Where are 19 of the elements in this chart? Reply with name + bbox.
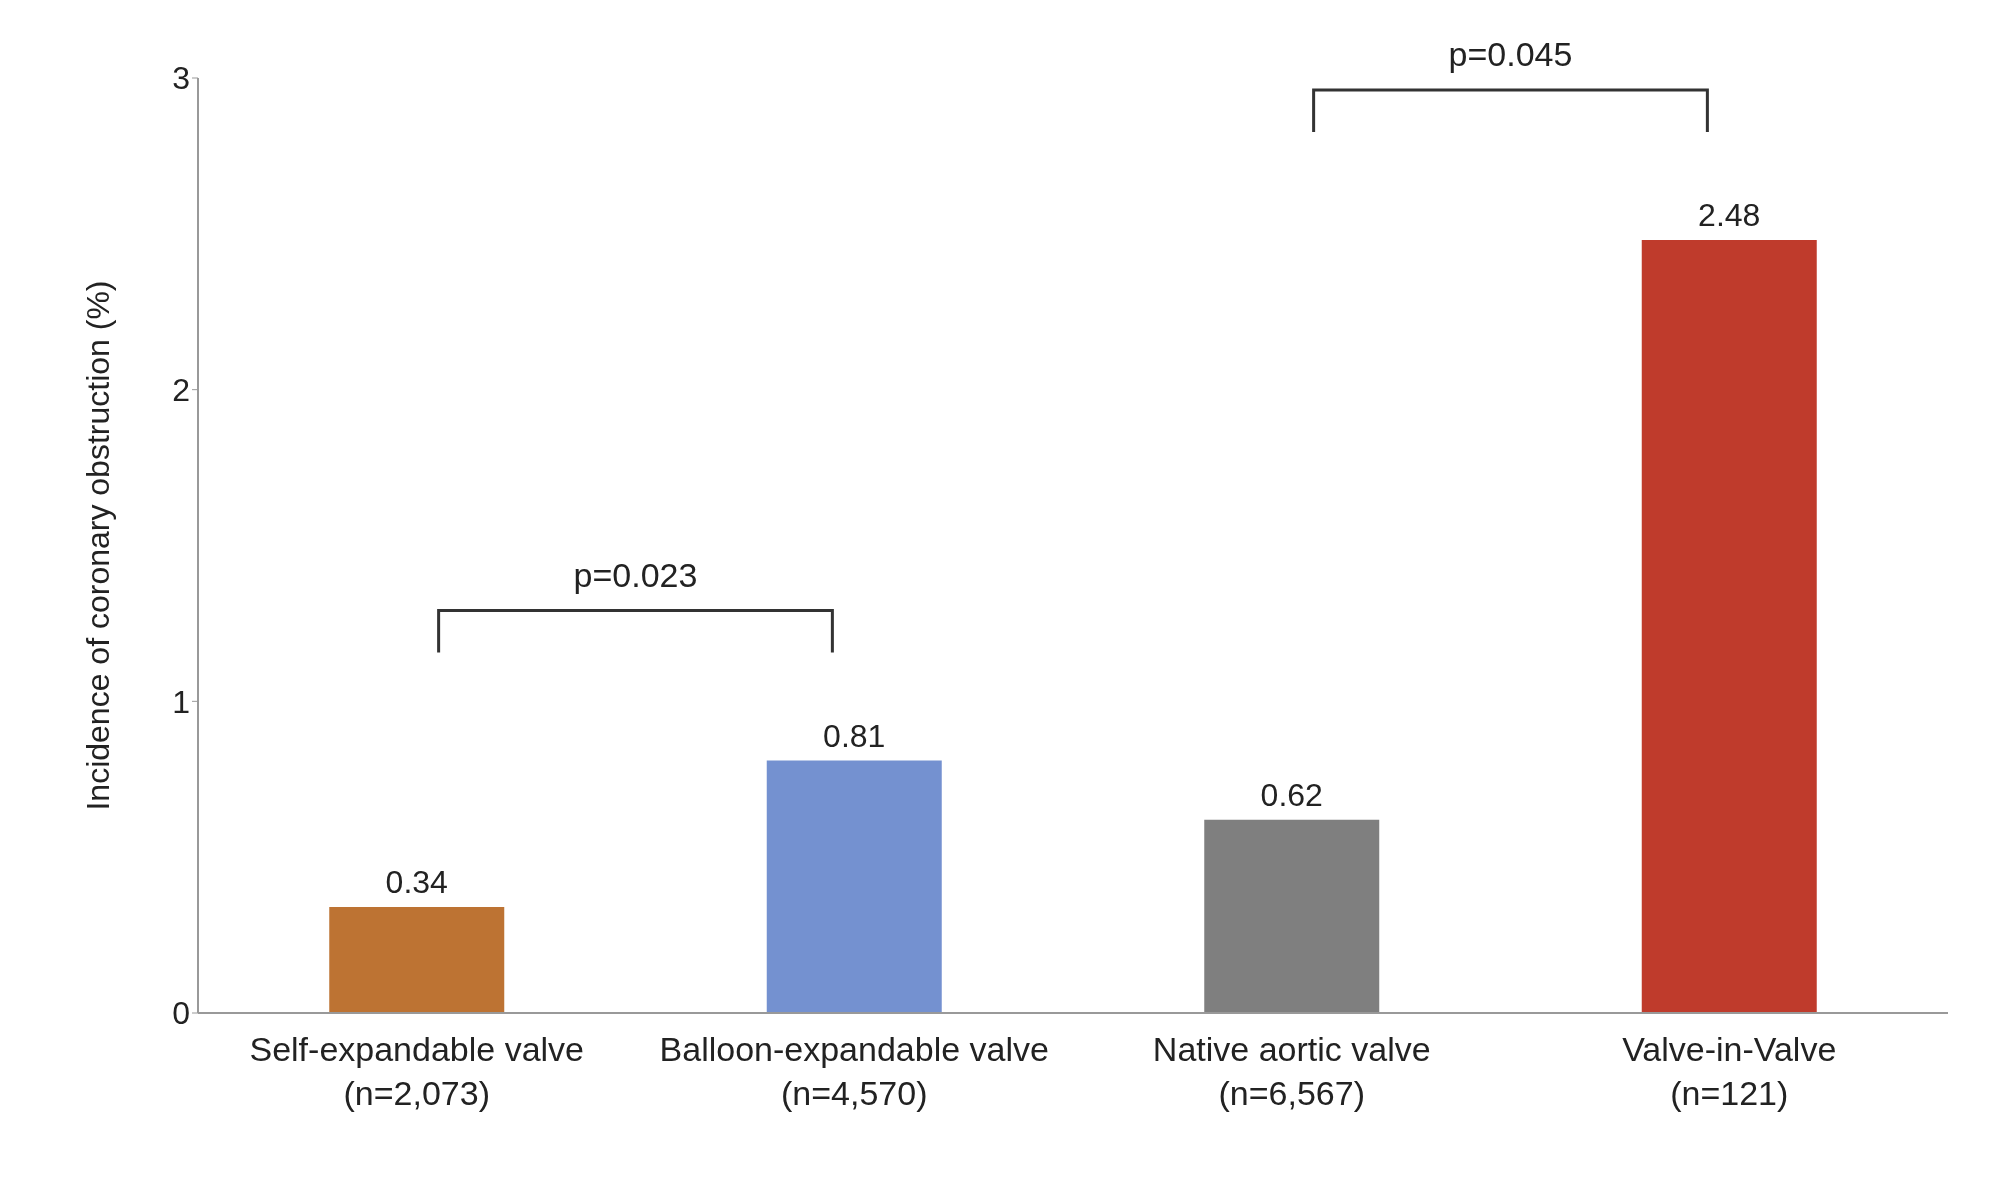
- data-label: 0.81: [823, 717, 886, 754]
- y-tick-label: 3: [172, 60, 190, 97]
- data-label: 0.62: [1260, 776, 1323, 813]
- x-tick-label: Balloon-expandable valve (n=4,570): [659, 1030, 1049, 1112]
- y-tick-label: 1: [172, 683, 190, 720]
- bar: [1204, 819, 1380, 1013]
- data-label: 2.48: [1698, 197, 1761, 234]
- y-axis-title: Incidence of coronary obstruction (%): [80, 280, 117, 811]
- y-tick-label: 2: [172, 372, 190, 409]
- x-tick-label: Self-expandable valve (n=2,073): [249, 1030, 585, 1112]
- x-tick-label: Valve-in-Valve (n=121): [1622, 1030, 1837, 1112]
- bar: [1641, 240, 1817, 1013]
- data-label: 0.34: [385, 864, 448, 901]
- bar: [766, 760, 942, 1013]
- bar: [329, 907, 505, 1013]
- x-tick-label: Native aortic valve (n=6,567): [1152, 1030, 1431, 1112]
- y-tick-label: 0: [172, 995, 190, 1032]
- text: p=0.045: [1448, 35, 1573, 74]
- annotation: p=0.023: [573, 555, 698, 594]
